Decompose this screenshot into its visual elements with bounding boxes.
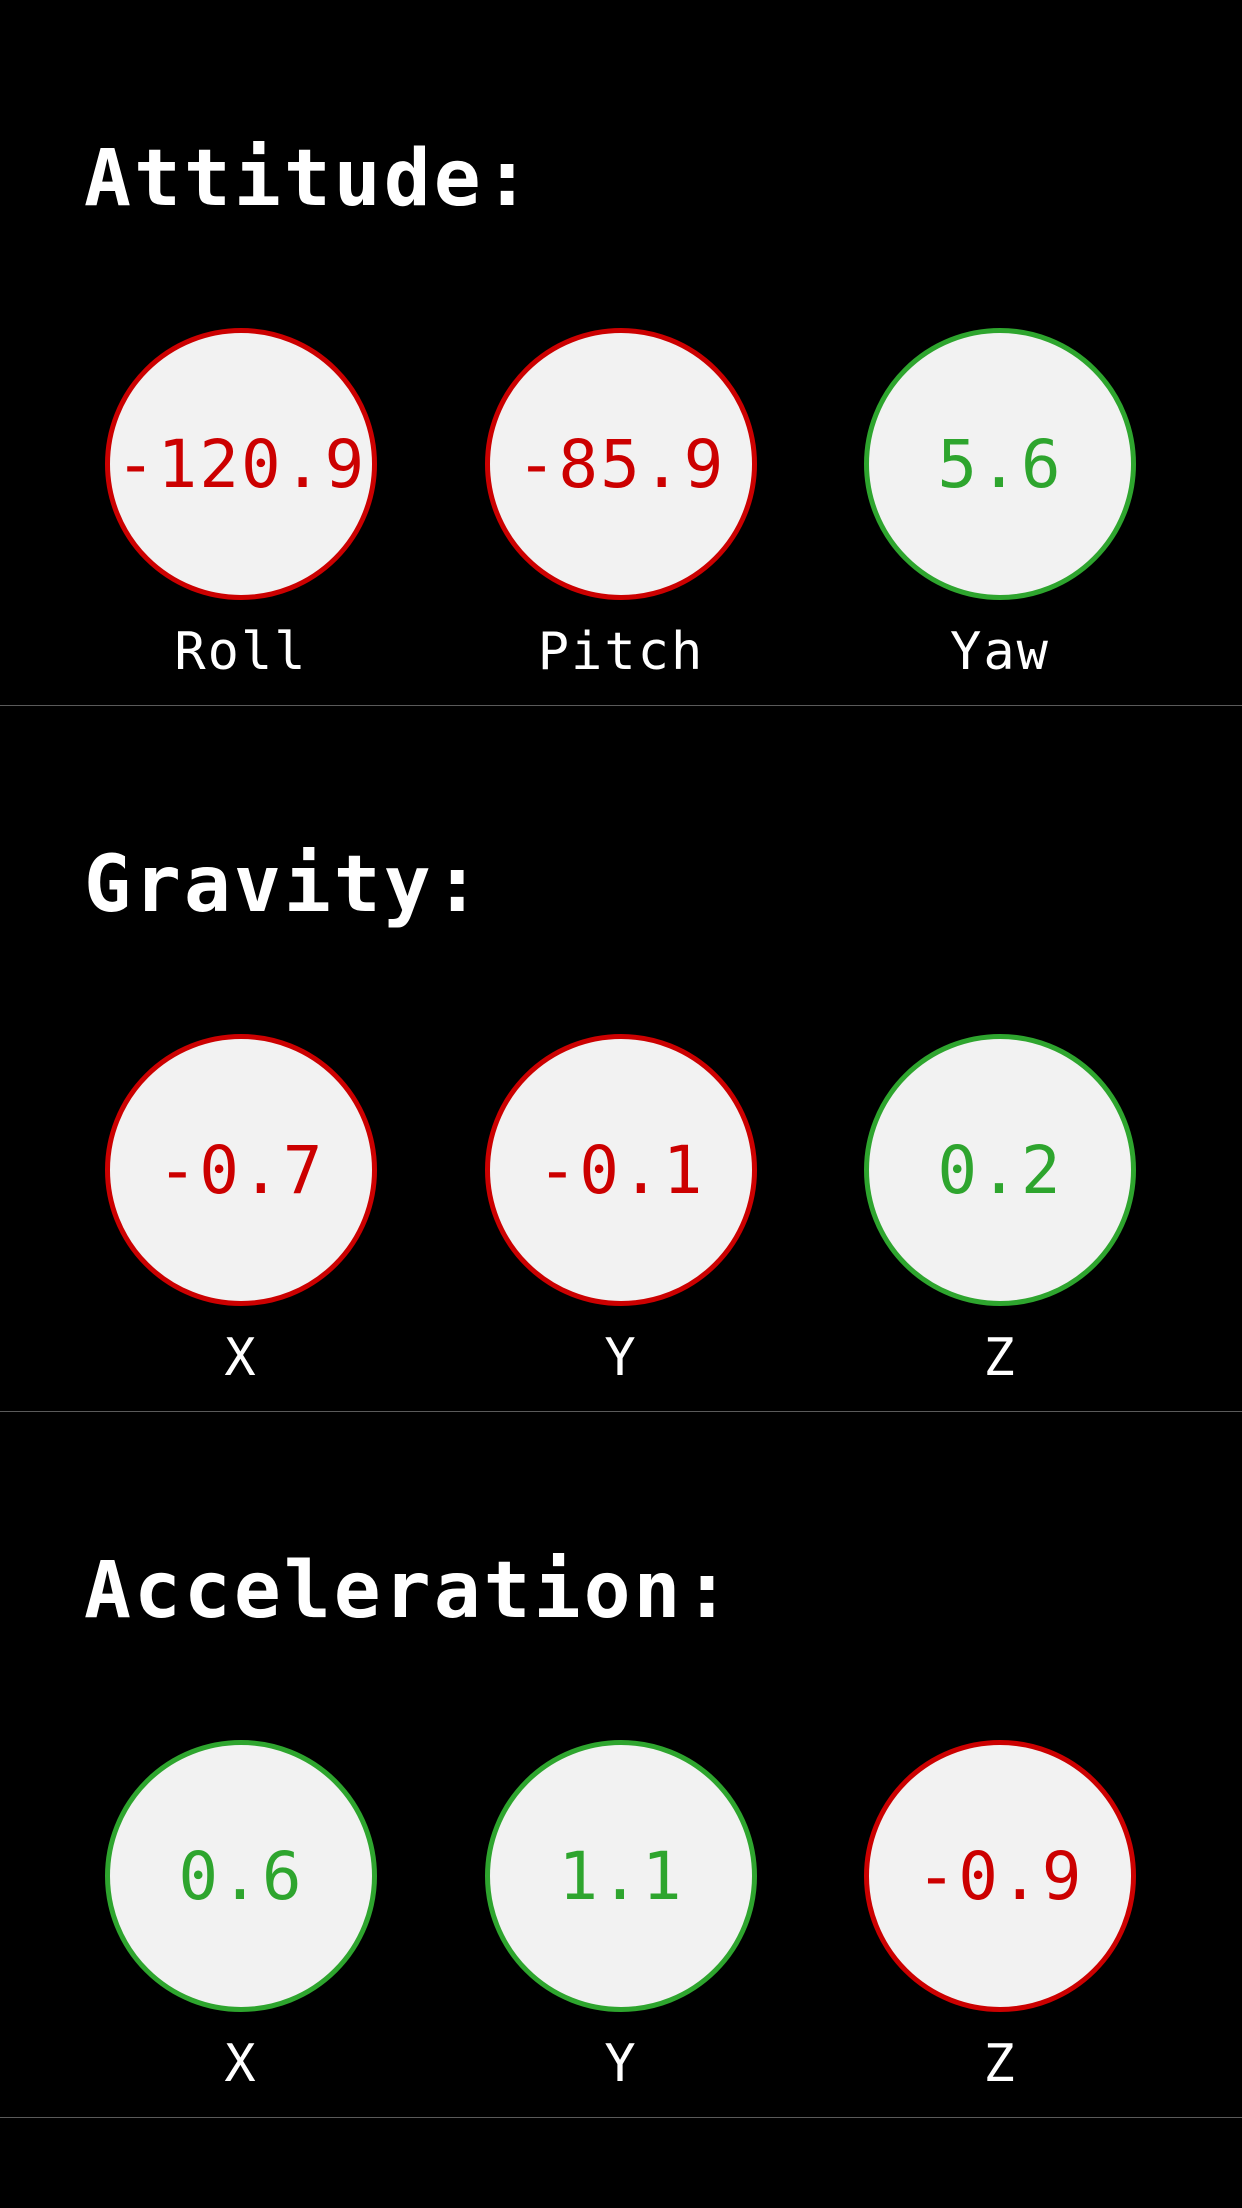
acceleration-z-gauge: -0.9 Z	[864, 1740, 1136, 2094]
gravity-z-value: 0.2	[937, 1131, 1063, 1209]
acceleration-z-value: -0.9	[916, 1837, 1084, 1915]
gravity-z-label: Z	[983, 1328, 1017, 1388]
acceleration-x-label: X	[224, 2034, 258, 2094]
attitude-title: Attitude:	[84, 134, 534, 224]
gauge-circle: 0.6	[105, 1740, 377, 2012]
yaw-value: 5.6	[937, 425, 1063, 503]
gauge-circle: -120.9	[105, 328, 377, 600]
roll-gauge: -120.9 Roll	[105, 328, 377, 682]
gauge-circle: 5.6	[864, 328, 1136, 600]
gravity-title: Gravity:	[84, 840, 484, 930]
acceleration-x-gauge: 0.6 X	[105, 1740, 377, 2094]
yaw-gauge: 5.6 Yaw	[864, 328, 1136, 682]
roll-label: Roll	[174, 622, 308, 682]
gauge-circle: -85.9	[485, 328, 757, 600]
gravity-x-value: -0.7	[157, 1131, 325, 1209]
pitch-label: Pitch	[537, 622, 705, 682]
gauge-circle: -0.9	[864, 1740, 1136, 2012]
gauge-circle: 0.2	[864, 1034, 1136, 1306]
acceleration-section: Acceleration: 0.6 X 1.1 Y -0.9 Z	[0, 1412, 1242, 2118]
gravity-x-gauge: -0.7 X	[105, 1034, 377, 1388]
gravity-y-value: -0.1	[537, 1131, 705, 1209]
roll-value: -120.9	[115, 425, 367, 503]
gravity-x-label: X	[224, 1328, 258, 1388]
acceleration-title: Acceleration:	[84, 1546, 734, 1636]
gravity-section: Gravity: -0.7 X -0.1 Y 0.2 Z	[0, 706, 1242, 1412]
pitch-value: -85.9	[516, 425, 726, 503]
gravity-y-gauge: -0.1 Y	[485, 1034, 757, 1388]
gauge-circle: -0.7	[105, 1034, 377, 1306]
acceleration-y-gauge: 1.1 Y	[485, 1740, 757, 2094]
gravity-y-label: Y	[604, 1328, 638, 1388]
gauge-circle: 1.1	[485, 1740, 757, 2012]
gravity-z-gauge: 0.2 Z	[864, 1034, 1136, 1388]
acceleration-z-label: Z	[983, 2034, 1017, 2094]
pitch-gauge: -85.9 Pitch	[485, 328, 757, 682]
acceleration-x-value: 0.6	[178, 1837, 304, 1915]
gauge-circle: -0.1	[485, 1034, 757, 1306]
acceleration-y-label: Y	[604, 2034, 638, 2094]
attitude-section: Attitude: -120.9 Roll -85.9 Pitch 5.6 Ya…	[0, 0, 1242, 706]
acceleration-y-value: 1.1	[558, 1837, 684, 1915]
yaw-label: Yaw	[950, 622, 1050, 682]
